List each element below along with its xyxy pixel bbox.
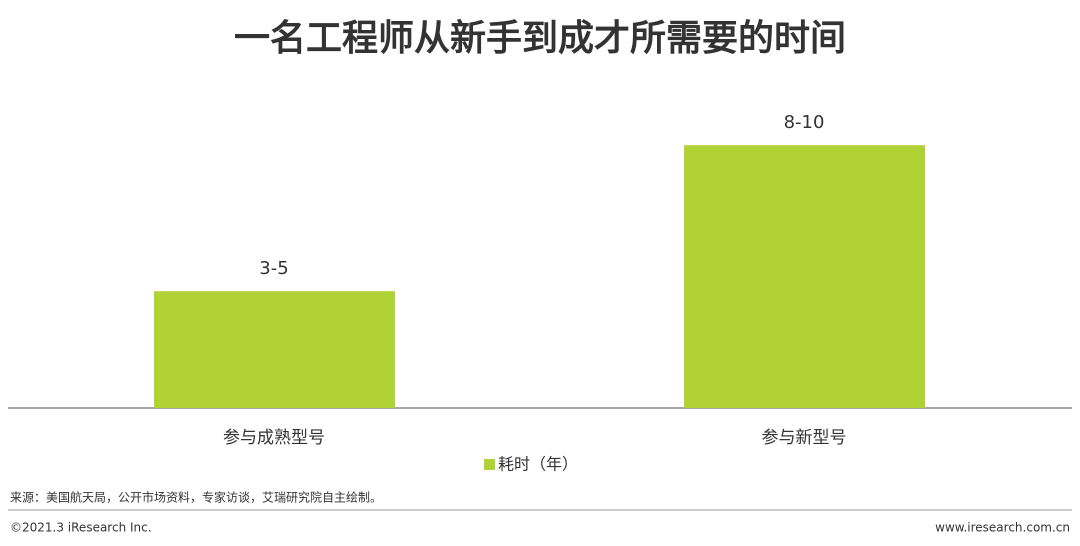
legend-label: 耗时（年） (498, 455, 578, 474)
website: www.iresearch.com.cn (935, 521, 1070, 535)
bar (684, 145, 925, 408)
x-tick-label: 参与新型号 (762, 428, 847, 448)
value-label: 8-10 (784, 112, 825, 133)
legend-swatch (484, 459, 495, 470)
chart-title: 一名工程师从新手到成才所需要的时间 (234, 18, 846, 59)
value-label: 3-5 (259, 258, 288, 279)
source-note: 来源：美国航天局，公开市场资料，专家访谈，艾瑞研究院自主绘制。 (10, 490, 382, 505)
bar (154, 291, 395, 408)
copyright: ©2021.3 iResearch Inc. (10, 521, 152, 535)
x-tick-label: 参与成熟型号 (223, 427, 325, 448)
